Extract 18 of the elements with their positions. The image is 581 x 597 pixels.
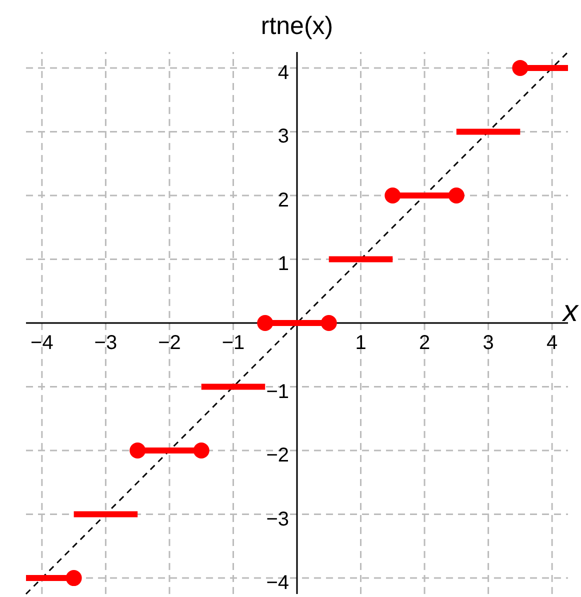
y-tick-label: 2 [278,189,289,212]
y-axis-title: rtne(x) [260,12,334,40]
y-tick-label: 4 [278,62,289,84]
y-tick-label: −1 [266,380,289,403]
x-tick-label: −4 [30,332,54,354]
x-tick-label: 1 [355,332,366,354]
x-tick-label: 3 [482,332,494,354]
x-tick-label: 2 [418,332,430,354]
x-axis-title: x [561,295,579,328]
y-tick-label: −3 [266,508,289,530]
y-tick-label: −2 [266,444,289,467]
x-tick-label: −2 [158,332,181,354]
y-tick-label: −4 [266,572,289,594]
y-tick-label: 3 [278,126,289,148]
x-tick-label: −3 [94,332,118,354]
x-tick-label: 4 [546,332,558,354]
x-tick-label: −1 [222,332,245,354]
y-tick-label: 1 [278,253,289,276]
